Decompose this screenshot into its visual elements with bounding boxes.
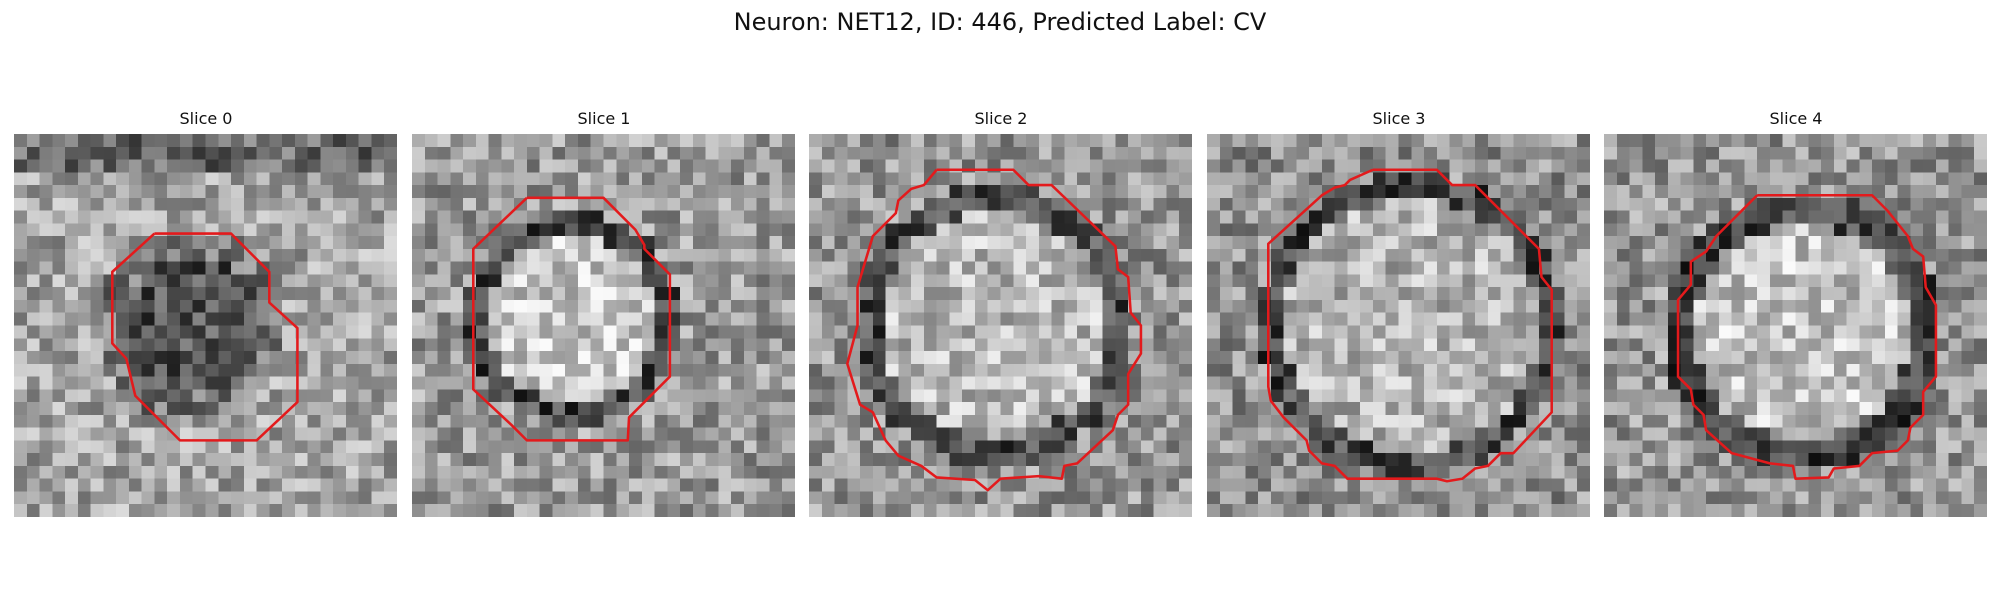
slice-title: Slice 2	[974, 109, 1028, 128]
slice-image	[1604, 134, 1987, 517]
slice-panel-0: Slice 0	[14, 108, 398, 517]
roi-contour	[846, 168, 1143, 492]
slice-image	[14, 134, 397, 517]
grayscale-image	[1604, 134, 1987, 517]
grayscale-image	[14, 134, 397, 517]
roi-contour	[472, 196, 672, 442]
slice-panel-1: Slice 1	[412, 108, 796, 517]
slice-panel-2: Slice 2	[809, 108, 1193, 517]
slice-title: Slice 0	[179, 109, 233, 128]
slice-title: Slice 3	[1372, 109, 1426, 128]
slice-image	[1207, 134, 1590, 517]
roi-contour	[1267, 168, 1553, 483]
grayscale-image	[1207, 134, 1590, 517]
roi-contour	[1676, 194, 1938, 480]
slice-image	[412, 134, 795, 517]
slice-title: Slice 4	[1769, 109, 1823, 128]
slice-title: Slice 1	[577, 109, 631, 128]
slice-panel-4: Slice 4	[1604, 108, 1988, 517]
grayscale-image	[809, 134, 1192, 517]
figure-title: Neuron: NET12, ID: 446, Predicted Label:…	[733, 8, 1267, 36]
roi-contour	[111, 232, 299, 442]
slice-image	[809, 134, 1192, 517]
slice-panel-3: Slice 3	[1207, 108, 1591, 517]
